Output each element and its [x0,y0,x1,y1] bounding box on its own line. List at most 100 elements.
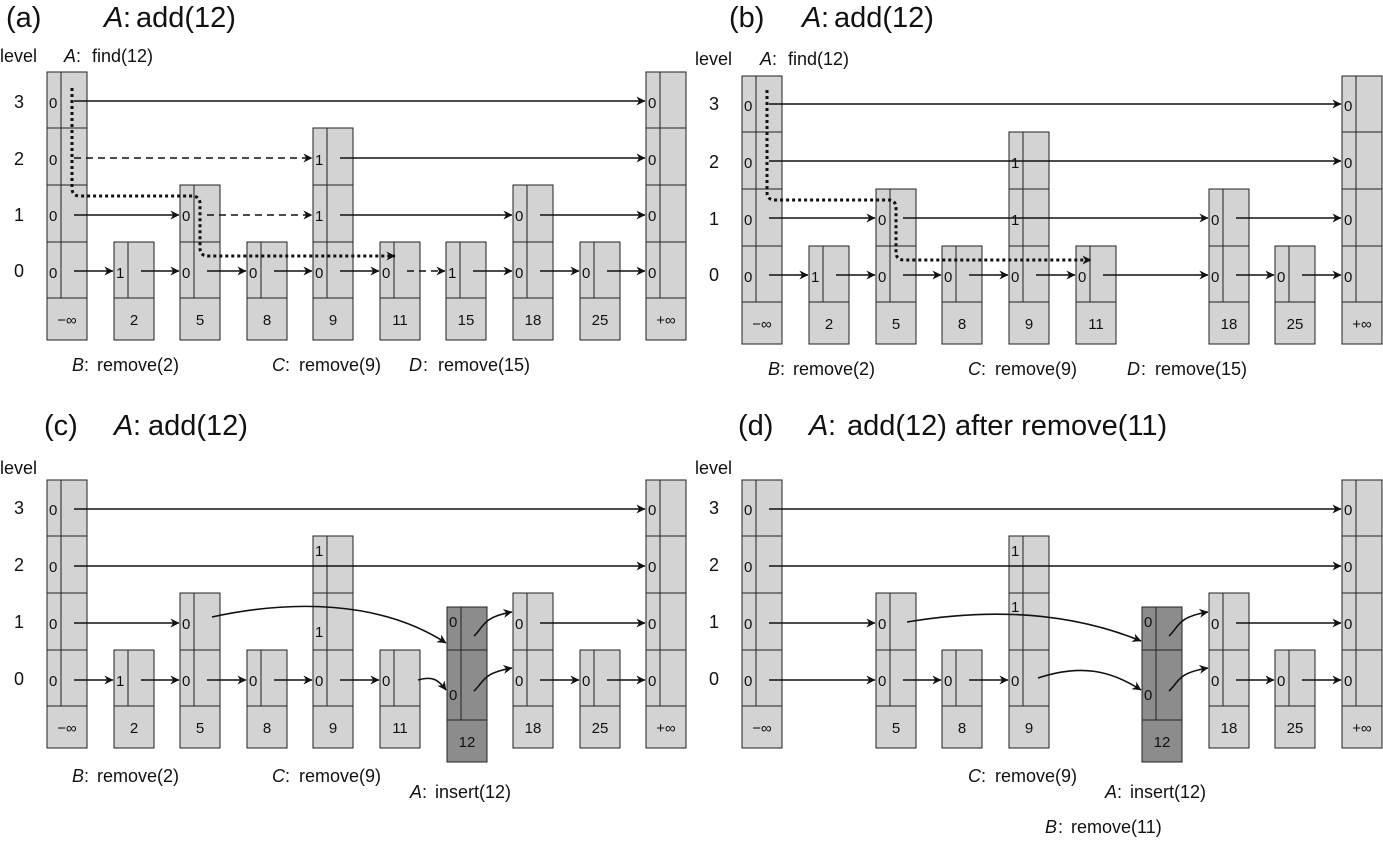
key-25: 25 [592,720,609,737]
node-25 [579,649,621,749]
mark: 0 [582,673,590,690]
key-18: 18 [1221,316,1238,333]
node-18 [1208,188,1250,345]
op-colon: : [981,766,986,786]
mark: 0 [744,502,752,519]
mark: 0 [1344,212,1352,229]
op-text: insert(12) [435,782,511,802]
node-18 [512,592,554,749]
mark: 1 [315,543,323,560]
mark: 0 [744,155,752,172]
node-25 [579,241,621,341]
mark: 0 [944,269,952,286]
key-18: 18 [525,720,542,737]
level-0: 0 [14,669,24,689]
mark: 0 [1344,98,1352,115]
key-8: 8 [263,312,271,329]
panel-b-title: add(12) [834,2,934,34]
mark: 0 [49,208,57,225]
find-actor: A [759,49,772,69]
op-text: remove(9) [299,355,381,375]
level-numbers: 0 1 2 3 [709,94,719,285]
mark: 0 [49,673,57,690]
panel-d-marks: 0 0 0 0 0 0 0 0 1 1 0 0 0 0 0 0 0 0 0 [744,502,1352,704]
mark: 0 [1211,616,1219,633]
level-label: level [695,49,732,69]
level-2: 2 [14,149,24,169]
key-12: 12 [1154,734,1171,751]
mark: 0 [382,673,390,690]
panel-a: (a) A : add(12) level A : find(12) 0 1 2… [0,2,687,375]
panel-a-arrows [74,96,646,276]
panel-b-keys: −∞ 2 5 8 9 11 18 25 +∞ [752,316,1372,333]
node-neg-inf [741,75,783,345]
key-2: 2 [130,312,138,329]
mark: 0 [1211,269,1219,286]
panel-b-arrows [769,99,1342,280]
mark: 0 [49,502,57,519]
panel-d-title: add(12) after remove(11) [847,410,1167,442]
mark: 0 [878,673,886,690]
mark: 0 [182,208,190,225]
find-label: find(12) [92,46,153,66]
mark: 1 [1011,543,1019,560]
key-8: 8 [263,720,271,737]
key-neg-inf: −∞ [57,312,77,329]
level-1: 1 [14,205,24,225]
op-actor: A [409,782,422,802]
key-neg-inf: −∞ [57,720,77,737]
find-path [70,88,396,261]
mark: 0 [648,673,656,690]
mark: 0 [515,265,523,282]
level-3: 3 [709,94,719,114]
find-colon: : [76,46,81,66]
level-2: 2 [14,555,24,575]
level-3: 3 [709,498,719,518]
mark: 0 [744,212,752,229]
key-pos-inf: +∞ [1352,720,1372,737]
node-pos-inf [645,479,687,749]
find-actor: A [63,46,76,66]
mark: 0 [1011,269,1019,286]
op-actor: C [968,766,982,786]
node-5 [875,188,917,345]
node-8 [941,649,983,749]
panel-c: (c) A : add(12) level 0 1 2 3 [0,410,687,802]
panel-d-ops: C : remove(9) A : insert(12) B : remove(… [968,766,1206,837]
mark: 1 [116,673,124,690]
mark: 1 [448,265,456,282]
panel-a-node-boxes [46,71,687,341]
node-pos-inf [645,71,687,341]
node-9 [1008,131,1050,345]
key-25: 25 [592,312,609,329]
node-5 [179,592,221,749]
mark: 1 [811,269,819,286]
op-colon: : [780,359,785,379]
key-5: 5 [892,720,900,737]
node-2 [113,241,155,341]
level-numbers: 0 1 2 3 [14,498,24,689]
key-2: 2 [130,720,138,737]
op-actor: D [409,355,422,375]
node-9 [1008,535,1050,749]
panel-a-marks: 0 0 0 0 1 0 0 0 0 1 1 0 1 0 0 0 0 0 0 0 [49,95,656,282]
node-neg-inf [46,479,88,749]
mark: 0 [49,616,57,633]
key-neg-inf: −∞ [752,316,772,333]
key-neg-inf: −∞ [752,720,772,737]
op-colon: : [1117,782,1122,802]
arrow [473,664,513,692]
op-text: remove(11) [1071,817,1162,837]
op-colon: : [84,355,89,375]
node-neg-inf [46,71,88,341]
arrow [417,677,447,691]
node-5 [875,592,917,749]
find-colon: : [772,49,777,69]
node-pos-inf [1341,75,1383,345]
mark: 1 [315,208,323,225]
mark: 0 [515,208,523,225]
mark: 0 [744,616,752,633]
panel-c-colon: : [133,410,141,442]
op-text: insert(12) [1130,782,1206,802]
